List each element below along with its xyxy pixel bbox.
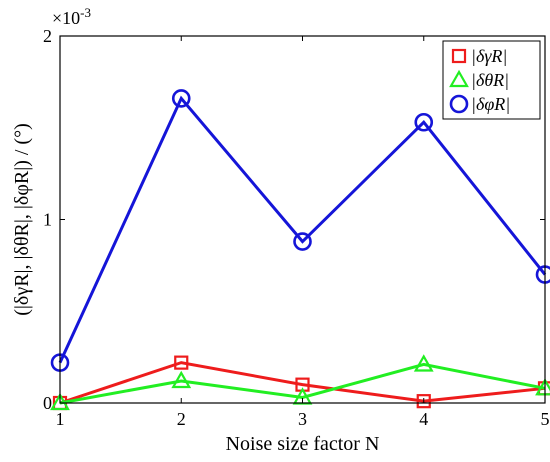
data-point — [414, 112, 434, 132]
x-tick-label: 1 — [56, 409, 65, 429]
series-layer — [50, 89, 550, 411]
data-point — [171, 89, 191, 108]
multiplier-base: ×10 — [52, 8, 80, 28]
y-tick-label: 1 — [43, 210, 52, 230]
series-circle — [50, 89, 550, 372]
x-tick-label: 5 — [541, 409, 550, 429]
series-line — [59, 362, 546, 405]
data-point — [50, 392, 70, 411]
data-point — [293, 232, 312, 251]
series-triangle — [50, 354, 550, 411]
legend-label: |δθR| — [471, 70, 509, 90]
x-tick-label: 4 — [419, 409, 428, 429]
legend-item: |δφR| — [449, 94, 510, 114]
legend-box — [442, 40, 541, 120]
legend: |δγR| |δθR| |δφR| — [442, 40, 541, 120]
legend-label: |δφR| — [471, 94, 510, 114]
data-point — [171, 370, 192, 389]
y-tick-label: 2 — [43, 26, 52, 46]
legend-item: |δγR| — [451, 46, 507, 66]
legend-marker — [449, 69, 469, 88]
y-multiplier: ×10-3 — [52, 5, 91, 28]
y-tick-label: 0 — [43, 393, 52, 413]
data-point — [413, 354, 434, 372]
data-point — [416, 394, 431, 409]
legend-marker — [451, 48, 467, 64]
data-point — [174, 355, 189, 370]
x-tick-label: 2 — [177, 409, 186, 429]
series-line — [58, 95, 547, 364]
y-axis-title: (|δγR|, |δθR|, |δφR|) / (°) — [11, 123, 33, 315]
series-line — [59, 361, 546, 405]
legend-item: |δθR| — [449, 69, 509, 90]
x-axis-title: Noise size factor N — [226, 433, 380, 455]
multiplier-exponent: -3 — [80, 5, 91, 20]
legend-label: |δγR| — [471, 46, 507, 66]
x-tick-label: 3 — [298, 409, 307, 429]
legend-marker — [449, 94, 469, 114]
